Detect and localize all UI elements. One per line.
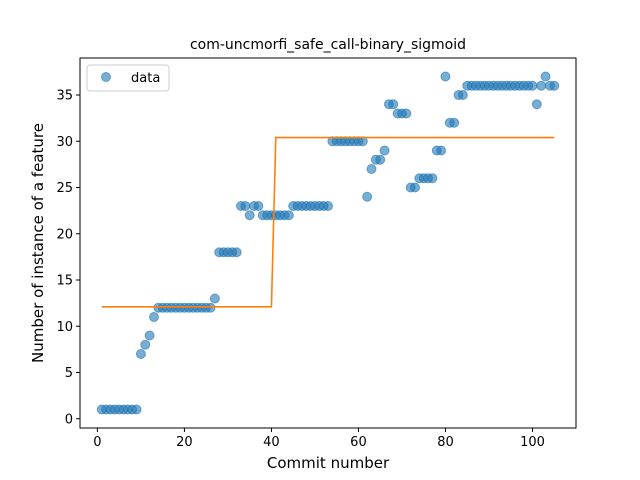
data-point [436, 145, 447, 156]
plot-frame [79, 57, 577, 429]
data-point [536, 80, 547, 91]
fit-line [101, 136, 555, 308]
data-point [379, 145, 390, 156]
data-point [231, 247, 242, 258]
y-tick-label: 30 [56, 135, 73, 150]
series-layer [96, 71, 560, 415]
y-tick-label: 25 [56, 181, 73, 196]
x-tick-label: 80 [437, 435, 454, 450]
data-point [323, 201, 333, 211]
data-point [410, 182, 421, 193]
legend-label: data [131, 71, 160, 86]
y-tick-label: 20 [56, 227, 73, 242]
data-point [457, 90, 468, 100]
x-tick-label: 100 [520, 435, 545, 450]
data-point [527, 80, 538, 91]
plot-area [80, 58, 576, 428]
data-point [244, 210, 255, 221]
data-point [449, 117, 460, 128]
legend-marker [101, 72, 111, 82]
legend-box [86, 64, 170, 92]
data-point [253, 201, 264, 211]
data-point [375, 154, 386, 165]
x-tick-label: 20 [176, 435, 193, 450]
data-point [531, 99, 542, 110]
y-tick-label: 15 [56, 274, 73, 289]
y-axis-label: Number of instance of a feature [29, 123, 47, 363]
chart-title: com-uncmorfi_safe_call-binary_sigmoid [190, 37, 466, 53]
data-point [540, 71, 551, 82]
data-point [427, 173, 438, 184]
y-tick-label: 10 [56, 320, 73, 335]
legend: data [86, 64, 170, 92]
y-tick-label: 35 [56, 89, 73, 104]
axes-layer: 0 20 40 60 80 100 0 5 10 15 20 25 30 35 [56, 89, 544, 451]
data-point [140, 339, 151, 350]
data-point [144, 330, 155, 341]
data-point [240, 201, 251, 211]
y-tick-label: 5 [65, 366, 73, 381]
data-point [366, 164, 377, 174]
x-axis-label: Commit number [267, 454, 390, 472]
data-point [549, 80, 560, 91]
x-tick-label: 60 [350, 435, 367, 450]
data-point [401, 108, 412, 119]
data-point [440, 71, 451, 82]
data-point [388, 99, 399, 110]
x-tick-label: 0 [93, 435, 101, 450]
data-point [209, 293, 220, 304]
data-point [205, 302, 216, 313]
x-tick-label: 40 [263, 435, 280, 450]
data-point [135, 349, 146, 359]
data-point [362, 191, 373, 202]
data-point [283, 210, 294, 221]
data-point [131, 404, 142, 415]
data-point [148, 312, 159, 322]
y-tick-label: 0 [65, 412, 73, 427]
